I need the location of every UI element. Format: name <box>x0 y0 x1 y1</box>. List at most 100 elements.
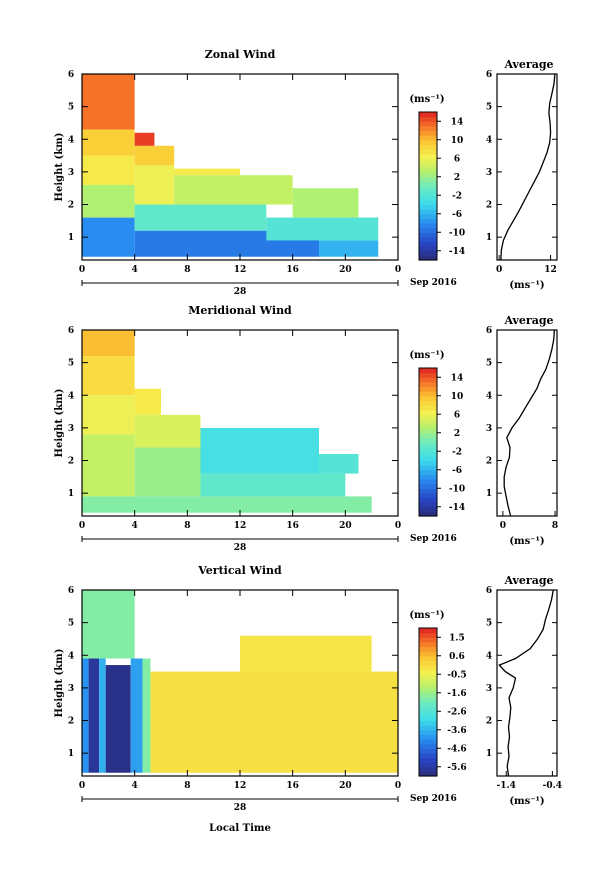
panel-0-xtick-label-0: 0 <box>79 265 85 275</box>
panel-2-colorbar-band-25 <box>419 655 437 661</box>
panel-1-colorbar-band-9 <box>419 469 437 475</box>
panel-0-date-day: 28 <box>234 287 247 297</box>
panel-1-xtick-label-1: 4 <box>132 521 138 531</box>
panel-1-colorbar-label-5: -6 <box>452 466 462 476</box>
panel-1-colorbar-band-15 <box>419 442 437 448</box>
panel-2-colorbar-band-14 <box>419 706 437 712</box>
panel-0-profile-xtick-label-0: 0 <box>496 265 502 275</box>
panel-0-ytick-label-4: 5 <box>68 103 74 113</box>
panel-1-profile-ytick-label-4: 5 <box>486 359 492 369</box>
panel-0-colorbar-band-17 <box>419 176 437 182</box>
panel-1-ytick-label-4: 5 <box>68 359 74 369</box>
panel-2-xtick-label-2: 8 <box>184 781 190 791</box>
panel-2-ytick-label-2: 3 <box>68 684 74 694</box>
panel-2-colorbar-band-20 <box>419 678 437 685</box>
panel-2-xtick-label-6: 0 <box>395 781 401 791</box>
panel-2-colorbar-band-12 <box>419 715 437 722</box>
panel-0-colorbar-band-4 <box>419 236 437 243</box>
panel-1-xtick-label-4: 16 <box>286 521 299 531</box>
panel-0-colorbar-label-2: 6 <box>454 154 460 164</box>
panel-2-colorbar-label-2: -0.5 <box>447 670 466 680</box>
panel-0-ytick-label-0: 1 <box>68 233 74 243</box>
panel-0-colorbar-label-5: -6 <box>452 210 462 220</box>
panel-2-xtick-label-3: 12 <box>234 781 247 791</box>
panel-1-colorbar-band-8 <box>419 474 437 480</box>
panel-1-colorbar-label-6: -10 <box>449 484 465 494</box>
panel-0-colorbar-band-12 <box>419 199 437 206</box>
panel-0-profile-ytick-label-2: 3 <box>486 168 492 178</box>
panel-0-cell-7 <box>134 165 175 205</box>
panel-0-heatmap <box>82 74 379 257</box>
panel-1-colorbar-label-7: -14 <box>449 503 465 513</box>
panel-0-xtick-label-2: 8 <box>184 265 190 275</box>
panel-2-profile-xtick-label-1: -0.4 <box>543 781 562 791</box>
panel-1-colorbar-label-0: 14 <box>451 373 464 383</box>
panel-0-colorbar-band-20 <box>419 162 437 169</box>
panel-2-xtick-label-4: 16 <box>286 781 299 791</box>
panel-0-cell-10 <box>82 129 135 156</box>
panel-2-xlabel: Local Time <box>209 823 271 834</box>
panel-0-ytick-label-5: 6 <box>68 70 74 80</box>
panel-2-colorbar-band-15 <box>419 702 437 708</box>
panel-2-profile-title: Average <box>503 574 553 587</box>
panel-0-xtick-label-3: 12 <box>234 265 247 275</box>
panel-0-cell-0 <box>82 217 135 257</box>
panel-0-colorbar-label-7: -14 <box>449 247 465 257</box>
panel-0-colorbar-label-0: 14 <box>451 117 464 127</box>
panel-2-date-label: Sep 2016 <box>410 794 457 804</box>
panel-1-xtick-label-2: 8 <box>184 521 190 531</box>
panel-0-ytick-label-2: 3 <box>68 168 74 178</box>
panel-2-profile-xlabel: (ms⁻¹) <box>509 796 544 807</box>
panel-1-date-label: Sep 2016 <box>410 534 457 544</box>
panel-2-cell-3 <box>99 658 106 773</box>
panel-2-profile-frame <box>496 589 558 777</box>
panel-1-cell-10 <box>82 330 135 357</box>
panel-0-profile-ytick-label-1: 2 <box>486 201 492 211</box>
panel-2-colorbar-band-5 <box>419 748 437 754</box>
panel-1-title: Meridional Wind <box>188 304 292 317</box>
panel-1-colorbar-band-10 <box>419 465 437 471</box>
panel-1-colorbar-band-19 <box>419 423 437 429</box>
panel-2-cell-0 <box>82 590 135 659</box>
panel-2-colorbar-band-29 <box>419 637 437 643</box>
panel-0-colorbar-band-16 <box>419 181 437 187</box>
panel-2-colorbar-band-10 <box>419 725 437 731</box>
panel-1-ylabel: Height (km) <box>54 389 65 458</box>
panel-2-colorbar-unit: (ms⁻¹) <box>409 610 444 621</box>
panel-2-colorbar-band-26 <box>419 651 437 657</box>
panel-2-xtick-label-0: 0 <box>79 781 85 791</box>
panel-1-colorbar-band-23 <box>419 405 437 411</box>
panel-0-ytick-label-3: 4 <box>68 135 74 145</box>
panel-2-colorbar-band-31 <box>419 628 437 634</box>
panel-1-colorbar-label-4: -2 <box>452 447 462 457</box>
panel-2-colorbar-band-22 <box>419 669 437 675</box>
panel-0-colorbar-band-19 <box>419 167 437 173</box>
panel-1-colorbar-band-4 <box>419 492 437 499</box>
panel-0-colorbar-band-7 <box>419 223 437 229</box>
panel-0-cell-5 <box>266 217 379 241</box>
panel-0-date-label: Sep 2016 <box>410 278 457 288</box>
panel-2-colorbar <box>419 628 437 777</box>
panel-0-colorbar-band-31 <box>419 112 437 118</box>
panel-0-cell-12 <box>174 168 240 176</box>
panel-0-colorbar-band-22 <box>419 153 437 159</box>
panel-1-colorbar-band-27 <box>419 386 437 392</box>
panel-2-cell-6 <box>142 658 151 773</box>
panel-1-profile-ytick-label-3: 4 <box>486 391 492 401</box>
panel-1-profile-title: Average <box>503 314 553 327</box>
panel-0-xtick-label-5: 20 <box>339 265 352 275</box>
panel-2-ytick-label-4: 5 <box>68 619 74 629</box>
panel-1-profile-ytick-label-0: 1 <box>486 489 492 499</box>
panel-1-xtick-label-0: 0 <box>79 521 85 531</box>
panel-1-colorbar-label-3: 2 <box>454 429 460 439</box>
panel-2-colorbar-label-4: -2.6 <box>447 707 466 717</box>
panel-2-cell-8 <box>240 635 372 672</box>
panel-0-profile-ytick-label-4: 5 <box>486 103 492 113</box>
panel-0-colorbar-band-6 <box>419 227 437 233</box>
panel-1-colorbar-band-3 <box>419 497 437 503</box>
panel-0-colorbar-band-3 <box>419 241 437 247</box>
panel-0-colorbar-band-0 <box>419 255 437 261</box>
panel-2-cell-7 <box>150 671 398 773</box>
panel-2-ytick-label-1: 2 <box>68 717 74 727</box>
panel-1-colorbar-band-22 <box>419 409 437 415</box>
